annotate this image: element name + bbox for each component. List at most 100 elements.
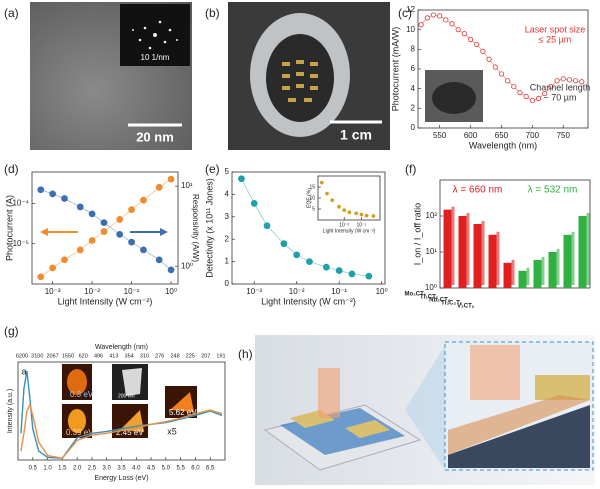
point — [579, 79, 585, 85]
bar — [518, 270, 527, 288]
x-tick-label: 3.5 — [117, 466, 126, 472]
y-tick-label: 2 — [225, 234, 230, 243]
image-label: 0.39 eV — [66, 428, 94, 437]
y-tick-label: 10⁻⁵ — [13, 239, 29, 248]
point — [49, 264, 57, 272]
point — [37, 186, 45, 194]
y2-axis-title: Responsivity (A/W) — [191, 194, 200, 262]
annotation: a — [21, 366, 26, 376]
bar-side — [586, 213, 590, 285]
point — [128, 238, 135, 246]
point — [155, 256, 163, 264]
bar-side — [481, 220, 485, 285]
point — [573, 78, 579, 84]
top-tick-label: 310 — [140, 353, 149, 359]
scale-label: 1 cm — [340, 127, 372, 143]
eels-map-spot — [170, 392, 194, 412]
point — [335, 267, 343, 274]
x-tick-label: 10⁻¹ — [356, 222, 366, 228]
eels-map-spot — [67, 369, 87, 395]
wafer — [432, 82, 476, 114]
x-tick-label: 6.5 — [206, 466, 215, 472]
category-label: Ti₃C₂Tₓ — [441, 301, 463, 307]
bar — [533, 259, 542, 288]
point — [116, 216, 124, 223]
annotation: x5 — [167, 426, 177, 436]
point — [167, 175, 175, 183]
point — [467, 36, 474, 43]
x-tick-label: 10⁻² — [289, 287, 305, 296]
y-tick-label: 1 — [225, 257, 230, 266]
x-tick-label: 4.0 — [132, 466, 141, 472]
flexible-film — [266, 34, 334, 122]
point — [566, 77, 573, 83]
x-tick-label: 4.5 — [147, 466, 156, 472]
point — [517, 90, 523, 96]
electrodes — [282, 60, 318, 102]
bar — [563, 234, 572, 288]
point — [37, 273, 45, 281]
y-axis-title: EQE (%) — [306, 188, 312, 208]
point — [347, 210, 352, 215]
point — [560, 76, 566, 82]
point — [250, 199, 258, 207]
point — [354, 211, 359, 216]
bar — [503, 262, 512, 288]
particle — [122, 368, 142, 396]
x-axis-title: Light Intensity (W cm⁻²) — [261, 296, 356, 306]
light-beam — [318, 368, 340, 418]
x-tick-label: 2.0 — [73, 466, 82, 472]
x-tick-label: 6.0 — [191, 466, 200, 472]
point — [337, 204, 341, 209]
point — [49, 190, 57, 198]
panel-label: (e) — [205, 162, 220, 176]
point — [424, 15, 430, 21]
point — [548, 84, 554, 90]
y-tick-label: 5 — [225, 167, 230, 176]
panel-label: (b) — [205, 6, 220, 20]
point — [348, 270, 356, 278]
y-tick-label: 15 — [309, 184, 315, 190]
top-tick-label: 191 — [216, 353, 225, 359]
x-tick-label: 10⁻¹ — [331, 287, 347, 296]
light-beam — [470, 345, 520, 400]
category-label: Ti₂CTₓ — [420, 295, 439, 301]
x-tick-label: 3.0 — [103, 466, 112, 472]
point — [330, 198, 335, 203]
x-tick-label: 10⁰ — [376, 287, 388, 296]
x-tick-label: 2.5 — [88, 466, 97, 472]
x-tick-label: 550 — [433, 131, 447, 140]
category-label: V₂CTₓ — [457, 304, 475, 310]
image-label: 200 nm — [118, 393, 135, 399]
y2-tick-label: 10¹ — [181, 181, 193, 190]
line — [20, 402, 223, 459]
point — [498, 71, 505, 77]
bar-side — [466, 213, 470, 285]
x-tick-label: 5.5 — [176, 466, 185, 472]
x-tick-label: 0.5 — [29, 466, 38, 472]
point — [322, 263, 330, 271]
x-axis-title: Light Intensity (W cm⁻²) — [58, 296, 153, 306]
point — [128, 206, 135, 214]
point — [306, 258, 313, 266]
x-tick-label: 750 — [557, 131, 571, 140]
bar-side — [496, 231, 500, 285]
point — [293, 251, 301, 259]
x-tick-label: 10⁻² — [339, 222, 349, 228]
point — [325, 191, 329, 196]
inset-scale: 10 1/nm — [141, 53, 170, 62]
atomic-layer — [448, 395, 590, 455]
electrode — [345, 420, 390, 438]
point — [88, 210, 96, 218]
annotation: Laser spot size — [525, 24, 586, 34]
x-tick-label: 1.0 — [43, 466, 52, 472]
bar-side — [451, 206, 455, 285]
bar-side — [556, 249, 560, 285]
image-label: 2.45 eV — [116, 428, 144, 437]
point — [455, 27, 461, 33]
y-tick-label: 10¹ — [425, 247, 437, 256]
diffraction-spots — [132, 20, 178, 50]
point — [437, 13, 443, 19]
plot-frame — [439, 179, 591, 289]
category-label: Nb₂CTₓ — [429, 298, 451, 304]
